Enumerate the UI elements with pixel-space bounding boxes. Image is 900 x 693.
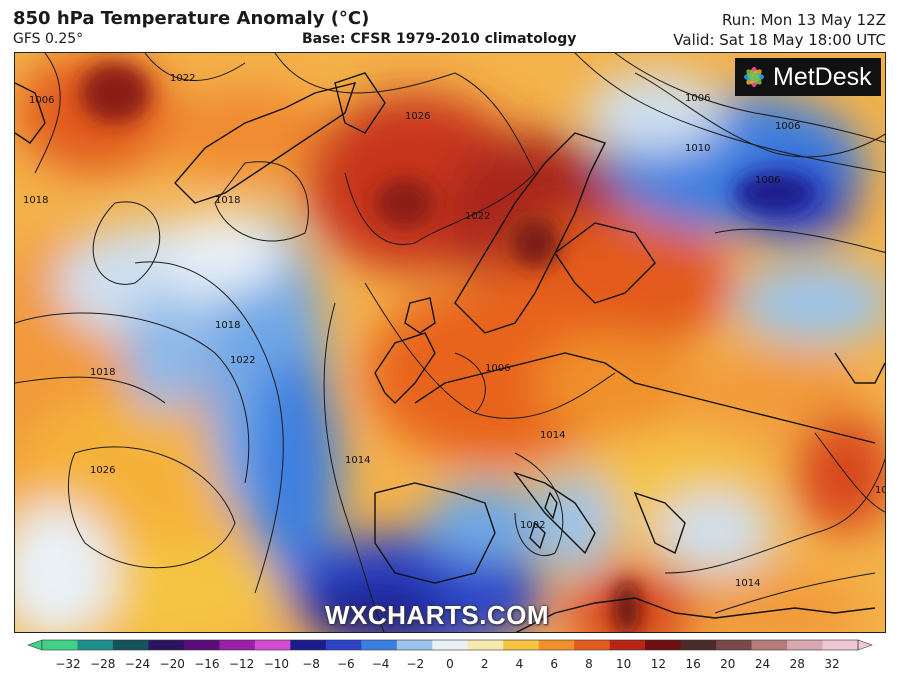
- colorbar-tick-label: −12: [229, 657, 254, 671]
- isobar-label: 1014: [345, 455, 370, 466]
- colorbar-tick-label: −8: [302, 657, 320, 671]
- colorbar-swatch: [148, 640, 185, 650]
- isobar-label: 1018: [215, 195, 240, 206]
- colorbar-swatch: [503, 640, 540, 650]
- colorbar-min-arrow: [27, 639, 43, 651]
- colorbar-tick-label: 28: [790, 657, 805, 671]
- colorbar-svg: −32 −28 −24 −20 −16 −12 −10 −8 −6 −4 −2 0 2 4 6 8 10 12 16…: [27, 639, 873, 671]
- isobar-label: 1014: [735, 578, 760, 589]
- isobar-label: 1022: [465, 211, 490, 222]
- isobar-label: 1022: [230, 355, 255, 366]
- colorbar-tick-label: −32: [55, 657, 80, 671]
- isobar-labels: 1022 1006 1026 1018 1018 1022 1018 1018 1022 1026…: [23, 73, 886, 589]
- colorbar-swatch: [538, 640, 575, 650]
- colorbar-tick-label: −20: [160, 657, 185, 671]
- colorbar-tick-label: −2: [406, 657, 424, 671]
- colorbar-tick-label: 32: [824, 657, 839, 671]
- colorbar-swatch: [77, 640, 114, 650]
- colorbar-tick-label: 8: [585, 657, 593, 671]
- map-canvas: 1022 1006 1026 1018 1018 1022 1018 1018 1022 1026…: [15, 53, 886, 632]
- colorbar-tick-label: −6: [337, 657, 355, 671]
- colorbar-tick-label: 12: [651, 657, 666, 671]
- isobar-label: 1018: [215, 320, 240, 331]
- model-label: GFS 0.25°: [13, 31, 84, 47]
- colorbar-legend: −32 −28 −24 −20 −16 −12 −10 −8 −6 −4 −2 0 2 4 6 8 10 12 16…: [0, 636, 900, 689]
- colorbar-swatch: [574, 640, 611, 650]
- colorbar-swatch: [361, 640, 398, 650]
- metdesk-flower-icon: [744, 67, 764, 87]
- colorbar-swatch: [396, 640, 433, 650]
- isobar-label: 1026: [405, 111, 430, 122]
- valid-time-label: Valid: Sat 18 May 18:00 UTC: [673, 31, 886, 49]
- colorbar-swatch: [751, 640, 788, 650]
- colorbar-swatch: [787, 640, 824, 650]
- colorbar-swatch: [645, 640, 682, 650]
- colorbar-swatch: [716, 640, 753, 650]
- colorbar-swatch: [432, 640, 469, 650]
- isobar-label: 1014: [540, 430, 565, 441]
- colorbar-tick-label: 4: [516, 657, 524, 671]
- isobar-label: 1006: [875, 485, 886, 496]
- colorbar-max-arrow: [857, 639, 873, 651]
- colorbar-tick-label: −16: [194, 657, 219, 671]
- anomaly-map: 1022 1006 1026 1018 1018 1022 1018 1018 1022 1026…: [14, 52, 886, 633]
- isobar-label: 1018: [23, 195, 48, 206]
- isobar-label: 1002: [520, 520, 545, 531]
- colorbar-tick-label: 2: [481, 657, 489, 671]
- colorbar-swatch: [219, 640, 256, 650]
- isobar-label: 1006: [755, 175, 780, 186]
- colorbar-tick-label: 24: [755, 657, 770, 671]
- colorbar-swatch: [680, 640, 717, 650]
- colorbar-tick-label: 20: [720, 657, 735, 671]
- colorbar-tick-label: −24: [125, 657, 150, 671]
- colorbar-swatch: [609, 640, 646, 650]
- isobar-label: 1018: [90, 367, 115, 378]
- run-time-label: Run: Mon 13 May 12Z: [722, 11, 886, 29]
- colorbar-tick-label: 10: [616, 657, 631, 671]
- coastlines: [15, 72, 885, 632]
- isobar-label: 1010: [685, 143, 710, 154]
- colorbar-tick-label: 6: [550, 657, 558, 671]
- metdesk-logo: MetDesk: [735, 58, 881, 96]
- colorbar-tick-label: −4: [372, 657, 390, 671]
- isobar-label: 1022: [170, 73, 195, 84]
- colorbar-swatch: [183, 640, 220, 650]
- isobar-label: 1006: [775, 121, 800, 132]
- colorbar-tick-label: −10: [264, 657, 289, 671]
- colorbar-tick-label: −28: [90, 657, 115, 671]
- colorbar-swatch: [290, 640, 327, 650]
- isobar-label: 1006: [29, 95, 54, 106]
- colorbar-tick-label: 16: [685, 657, 700, 671]
- isobar-label: 1026: [90, 465, 115, 476]
- isobar-label: 1006: [685, 93, 710, 104]
- colorbar-tick-label: 0: [446, 657, 454, 671]
- colorbar-swatch: [42, 640, 78, 650]
- colorbar-swatch: [112, 640, 149, 650]
- colorbar-swatch: [822, 640, 859, 650]
- colorbar-swatch: [467, 640, 504, 650]
- colorbar-swatch: [254, 640, 291, 650]
- isobars: [15, 53, 885, 632]
- colorbar-swatch: [325, 640, 362, 650]
- logo-text: MetDesk: [773, 62, 872, 91]
- climatology-base-label: Base: CFSR 1979-2010 climatology: [302, 31, 577, 47]
- isobar-label: 1006: [485, 363, 510, 374]
- wxcharts-watermark: WXCHARTS.COM: [325, 600, 550, 630]
- chart-title: 850 hPa Temperature Anomaly (°C): [13, 8, 370, 29]
